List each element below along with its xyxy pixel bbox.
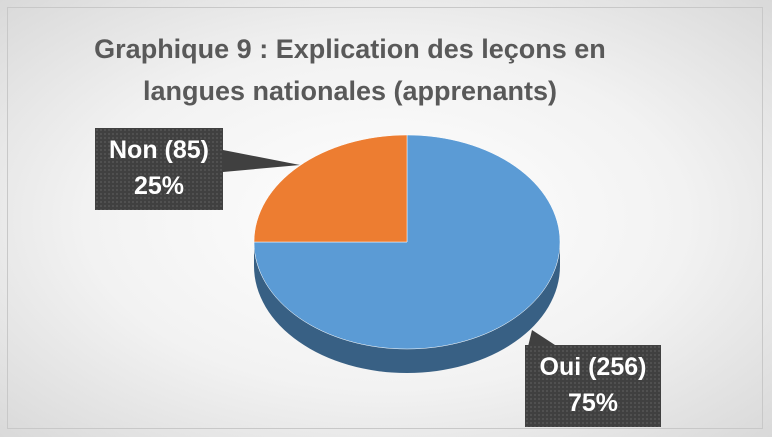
data-label: Non (85) 25% [95,128,223,210]
pie-slice [253,134,561,350]
chart-title: Graphique 9 : Explication des leçons en … [94,34,606,106]
callout [223,150,300,172]
category-label: Non (85) [109,136,209,164]
category-label: Oui (256) [539,353,647,381]
value-label: 75% [567,389,619,417]
chart-frame [7,7,763,429]
pie-slice [253,134,408,243]
pie-side [254,242,560,373]
data-label: Oui (256) 75% [525,345,661,427]
value-label: 25% [133,172,185,200]
